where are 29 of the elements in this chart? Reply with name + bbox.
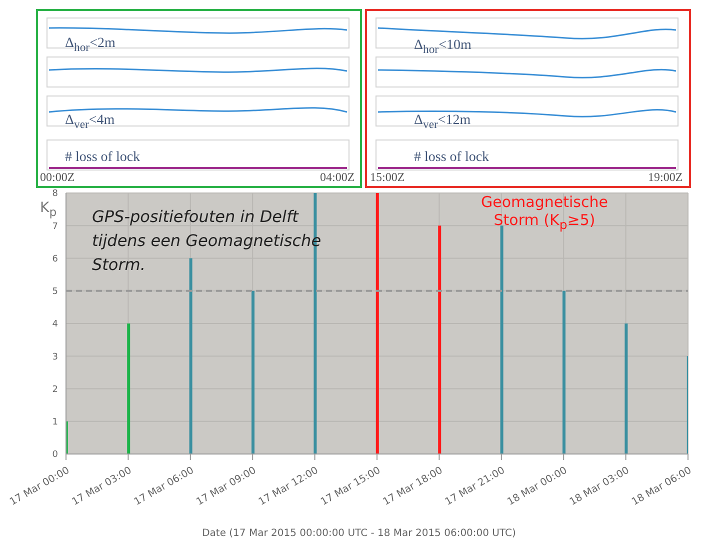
text: Δ$_{ver}$<4m <box>65 113 115 132</box>
bar <box>500 226 504 454</box>
y-tick-label: 4 <box>52 320 58 330</box>
text: 04:00Z <box>320 170 355 184</box>
y-tick-label: 7 <box>52 222 58 232</box>
y-tick-label: 8 <box>52 189 58 200</box>
bar <box>189 258 192 454</box>
text: 19:00Z <box>648 170 683 184</box>
text: Δ$_{ver}$<12m <box>414 113 471 132</box>
text: 15:00Z <box>370 170 405 184</box>
text: # loss of lock <box>414 150 490 167</box>
y-tick-label: 0 <box>52 450 58 460</box>
bar <box>127 324 130 454</box>
y-tick-label: 6 <box>52 254 58 264</box>
y-tick-label: 3 <box>52 352 58 362</box>
bar <box>252 290 254 454</box>
y-tick-label: 2 <box>52 384 58 395</box>
x-axis-title: Date (17 Mar 2015 00:00:00 UTC - 18 Mar 2015 06:00:00 UTC) <box>201 528 517 539</box>
bar <box>562 290 566 454</box>
bar <box>438 226 442 454</box>
y-tick-label: 1 <box>52 418 58 428</box>
bar <box>624 324 628 454</box>
text: Δ$_{hor}$<10m <box>414 38 472 57</box>
text: 00:00Z <box>40 170 75 184</box>
text: Δ$_{hor}$<2m <box>65 36 116 55</box>
y-tick-label: 5 <box>52 287 58 298</box>
y-axis-title: K$_{p}$ <box>40 200 57 219</box>
text: # loss of lock <box>65 150 140 167</box>
annotation: Geomagnetische Storm (K$_{p}$≥5) <box>480 193 609 232</box>
